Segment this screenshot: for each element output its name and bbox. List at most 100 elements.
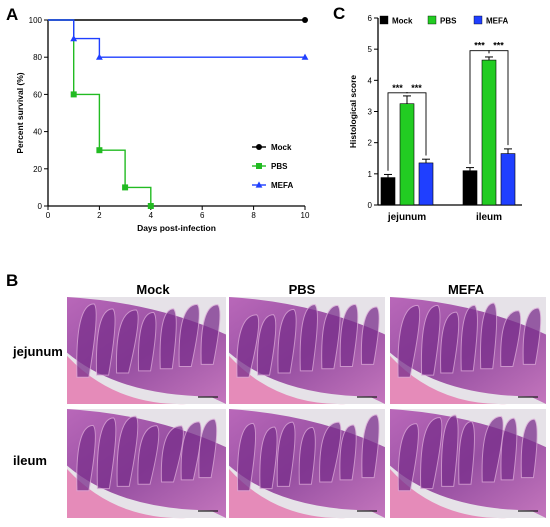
villus (236, 422, 256, 492)
y-tick-label: 5 (368, 45, 373, 54)
y-tick-label: 100 (29, 16, 43, 25)
data-point-mefa (70, 35, 78, 42)
villus (236, 314, 260, 378)
legend-marker-mock (256, 144, 262, 150)
villus (160, 425, 184, 483)
villus (460, 304, 478, 372)
bar-mefa-jejunum (418, 162, 434, 206)
legend-marker-pbs (256, 163, 262, 169)
data-point-pbs (70, 91, 77, 98)
panel-label-c: C (333, 4, 345, 23)
villus (198, 418, 218, 479)
data-point-pbs (122, 184, 129, 191)
villus (319, 421, 342, 483)
villus (522, 307, 542, 365)
bar-mefa-ileum (500, 153, 516, 206)
villus (200, 304, 221, 365)
y-tick-label: 0 (368, 201, 373, 210)
data-point-mefa (96, 53, 103, 60)
significance-label: *** (474, 41, 485, 51)
villus (339, 303, 359, 368)
muscle-layer (390, 355, 507, 405)
x-tick-label: 6 (200, 211, 205, 220)
villus (299, 304, 318, 372)
panel-label-b: B (6, 271, 18, 290)
legend-label-pbs: PBS (271, 162, 288, 171)
bar-mock-jejunum (380, 177, 396, 206)
villus (277, 308, 297, 374)
villus (137, 311, 157, 372)
villus (500, 310, 522, 368)
villus (397, 423, 419, 492)
villus (259, 426, 278, 490)
significance-label: *** (392, 83, 403, 93)
muscle-layer (67, 468, 187, 519)
bar-pbs-ileum (481, 59, 497, 206)
villus (481, 415, 504, 483)
significance-bracket (406, 92, 427, 156)
y-tick-label: 3 (368, 108, 373, 117)
panel-label-a: A (6, 5, 18, 24)
data-point-pbs (147, 203, 154, 209)
villus (520, 418, 538, 479)
bar-mock-ileum (462, 170, 478, 206)
data-point-mefa (301, 53, 309, 60)
legend-label-mock: Mock (392, 17, 413, 26)
histology-score-chart: 0 1 2 3 4 5 6 Histological score jejunum ileum ***… (348, 14, 522, 223)
data-point-mock (302, 17, 308, 23)
villus (178, 303, 200, 368)
villus (500, 417, 518, 481)
villus (397, 304, 421, 378)
villus (116, 415, 139, 487)
villus (420, 416, 443, 490)
significance-label: *** (493, 41, 504, 51)
y-tick-label: 6 (368, 14, 373, 23)
legend-label-pbs: PBS (440, 17, 457, 26)
villus (321, 304, 341, 370)
legend-swatch-pbs (427, 15, 437, 25)
legend-label-mefa: MEFA (486, 17, 508, 26)
villus (96, 417, 117, 490)
micrograph-ileum-mefa (390, 409, 546, 519)
column-label-mock: Mock (136, 282, 170, 297)
legend-label-mefa: MEFA (271, 181, 293, 190)
y-tick-label: 2 (368, 139, 373, 148)
micrograph-jejunum-pbs (229, 297, 385, 405)
muscle-layer (390, 468, 507, 519)
legend-swatch-mefa (473, 15, 483, 25)
x-tick-label: 0 (46, 211, 51, 220)
villus (339, 424, 357, 481)
villus (440, 414, 459, 487)
muscle-layer (229, 355, 346, 405)
villus (76, 424, 96, 492)
column-label-pbs: PBS (289, 282, 316, 297)
micrograph-ileum-mock (67, 409, 226, 519)
villus (256, 314, 277, 376)
x-tick-label: 10 (301, 211, 310, 220)
villus (458, 420, 475, 485)
y-tick-label: 40 (33, 128, 42, 137)
series-line-mefa (48, 19, 305, 58)
micrograph-jejunum-mefa (390, 297, 546, 405)
villus (95, 308, 116, 376)
significance-bracket (488, 50, 509, 146)
villus (276, 421, 296, 487)
significance-label: *** (411, 83, 422, 93)
villus (479, 302, 498, 370)
x-tick-label: 8 (251, 211, 256, 220)
y-tick-label: 20 (33, 165, 42, 174)
villus (180, 421, 202, 481)
x-axis-title: Days post-infection (137, 223, 216, 233)
villus (159, 308, 177, 370)
villus (76, 303, 97, 378)
bar-pbs-jejunum (399, 103, 415, 206)
muscle-layer (67, 355, 187, 405)
villus (137, 425, 160, 485)
y-tick-label: 80 (33, 53, 42, 62)
row-label-jejunum: jejunum (12, 344, 63, 359)
legend-swatch-mock (379, 15, 389, 25)
column-label-mefa: MEFA (448, 282, 485, 297)
data-point-pbs (96, 147, 103, 154)
y-tick-label: 4 (368, 76, 373, 85)
